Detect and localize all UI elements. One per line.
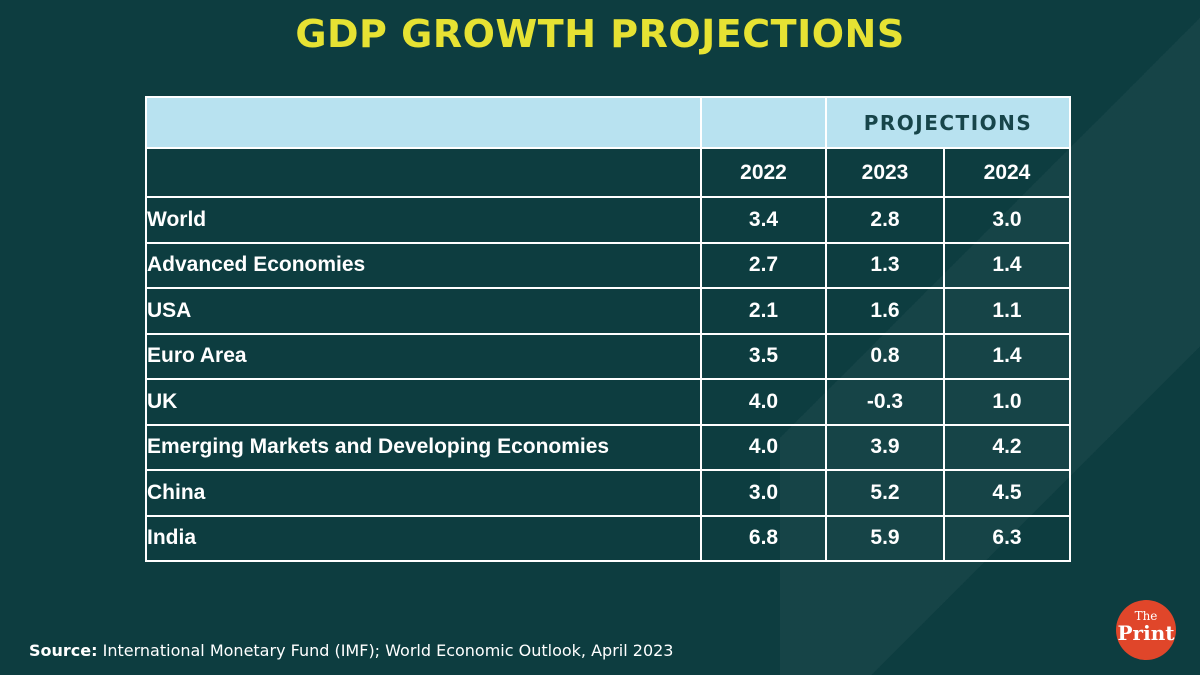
value-cell-2023: 1.6 (825, 287, 945, 335)
row-label: India (145, 514, 702, 562)
value-cell-2023: 5.9 (825, 514, 945, 562)
value-cell-2023: 1.3 (825, 241, 945, 289)
table-row: India 6.8 5.9 6.3 (145, 514, 1072, 562)
value-cell-2024: 1.4 (942, 332, 1072, 380)
column-header-2022: 2022 (700, 147, 827, 198)
value-cell-2023: 3.9 (825, 423, 945, 471)
header-blank-cell (700, 96, 827, 149)
value-cell-2022: 3.4 (700, 196, 827, 244)
value-cell-2024: 1.0 (942, 378, 1072, 426)
table-row: Emerging Markets and Developing Economie… (145, 423, 1072, 471)
projections-header: PROJECTIONS (824, 96, 1072, 149)
table-row: USA 2.1 1.6 1.1 (145, 287, 1072, 335)
column-header-2024: 2024 (942, 147, 1072, 198)
value-cell-2024: 1.4 (942, 241, 1072, 289)
value-cell-2023: 5.2 (825, 469, 945, 517)
value-cell-2022: 4.0 (700, 378, 827, 426)
logo-bottom-text: Print (1117, 621, 1175, 645)
value-cell-2023: 2.8 (825, 196, 945, 244)
value-cell-2022: 2.1 (700, 287, 827, 335)
value-cell-2023: 0.8 (825, 332, 945, 380)
source-note: Source: International Monetary Fund (IMF… (29, 641, 673, 660)
row-label: Emerging Markets and Developing Economie… (145, 423, 702, 471)
theprint-logo: The Print (1116, 600, 1176, 660)
logo-top-text: The (1134, 609, 1158, 623)
table-group-header-row: PROJECTIONS (145, 96, 1072, 149)
table-row: UK 4.0 -0.3 1.0 (145, 378, 1072, 426)
row-label: Euro Area (145, 332, 702, 380)
year-blank-cell (145, 147, 702, 198)
source-label: Source: (29, 641, 98, 660)
table-row: Euro Area 3.5 0.8 1.4 (145, 332, 1072, 380)
table-row: World 3.4 2.8 3.0 (145, 196, 1072, 244)
value-cell-2022: 3.0 (700, 469, 827, 517)
value-cell-2023: -0.3 (825, 378, 945, 426)
table-year-row: 2022 2023 2024 (145, 147, 1072, 198)
row-label: USA (145, 287, 702, 335)
table-row: Advanced Economies 2.7 1.3 1.4 (145, 241, 1072, 289)
row-label: World (145, 196, 702, 244)
header-blank-cell (145, 96, 702, 149)
gdp-table: PROJECTIONS 2022 2023 2024 World 3.4 2.8 3.… (145, 96, 1072, 562)
value-cell-2024: 6.3 (942, 514, 1072, 562)
value-cell-2022: 3.5 (700, 332, 827, 380)
value-cell-2022: 4.0 (700, 423, 827, 471)
table-row: China 3.0 5.2 4.5 (145, 469, 1072, 517)
value-cell-2022: 2.7 (700, 241, 827, 289)
row-label: China (145, 469, 702, 517)
page-title: GDP GROWTH PROJECTIONS (295, 12, 905, 56)
value-cell-2024: 4.2 (942, 423, 1072, 471)
value-cell-2022: 6.8 (700, 514, 827, 562)
value-cell-2024: 1.1 (942, 287, 1072, 335)
value-cell-2024: 3.0 (942, 196, 1072, 244)
column-header-2023: 2023 (825, 147, 945, 198)
row-label: Advanced Economies (145, 241, 702, 289)
value-cell-2024: 4.5 (942, 469, 1072, 517)
row-label: UK (145, 378, 702, 426)
source-text: International Monetary Fund (IMF); World… (102, 641, 674, 660)
